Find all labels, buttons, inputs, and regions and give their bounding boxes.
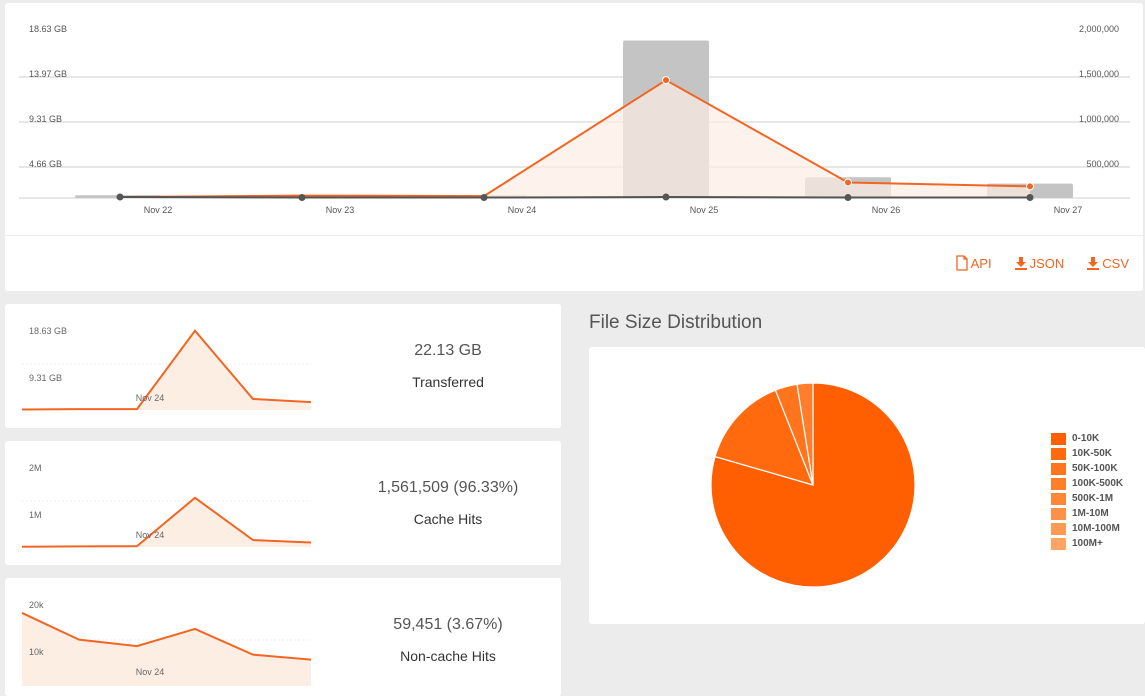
- download-icon: [1014, 257, 1027, 270]
- sparkline-y-tick: 9.31 GB: [29, 373, 62, 383]
- legend-swatch: [1051, 432, 1066, 445]
- sparkline-x-tick: Nov 24: [136, 530, 165, 540]
- legend-swatch: [1051, 462, 1066, 475]
- transferred-stat: 22.13 GB Transferred: [335, 342, 561, 390]
- cache-hits-sparkline: 2M 1M Nov 24: [21, 463, 312, 548]
- x-tick-label: Nov 23: [326, 205, 355, 215]
- cache-hits-value: 1,561,509 (96.33%): [377, 479, 519, 496]
- transferred-card: 18.63 GB 9.31 GB Nov 24 22.13 GB Transferr…: [5, 304, 561, 428]
- hits-point: [116, 193, 124, 201]
- download-icon: [1087, 257, 1100, 270]
- hits-point: [844, 194, 852, 202]
- sparkline-y-tick: 20k: [29, 600, 44, 610]
- legend-swatch: [1051, 522, 1066, 535]
- hits-point: [662, 193, 670, 201]
- hits-point: [480, 194, 488, 202]
- x-tick-label: Nov 26: [872, 205, 901, 215]
- legend-label: 50K-100K: [1072, 463, 1118, 474]
- legend-item: 100M+: [1051, 536, 1123, 551]
- sparkline-area: [22, 612, 311, 686]
- transferred-label: Transferred: [412, 374, 484, 390]
- transferred-value: 22.13 GB: [414, 342, 482, 359]
- y-left-tick-label: 18.63 GB: [29, 24, 67, 34]
- legend-swatch: [1051, 507, 1066, 520]
- json-download-link[interactable]: JSON: [1014, 255, 1065, 271]
- y-right-tick-label: 1,500,000: [1079, 69, 1119, 79]
- traffic-chart: 18.63 GB 13.97 GB 9.31 GB 4.66 GB 2,000,000 1…: [19, 24, 1130, 215]
- pie-legend: 0-10K 10K-50K 50K-100K 100K-500K 500K-1M 1M-1…: [1051, 431, 1123, 551]
- transfer-line: [119, 78, 1031, 199]
- y-left-tick-label: 4.66 GB: [29, 159, 62, 169]
- hits-point: [298, 194, 306, 202]
- noncache-hits-label: Non-cache Hits: [400, 648, 496, 664]
- legend-label: 100K-500K: [1072, 478, 1124, 489]
- legend-item: 0-10K: [1051, 431, 1123, 446]
- transfer-point: [1026, 182, 1034, 191]
- cache-hits-label: Cache Hits: [413, 511, 483, 527]
- legend-item: 50K-100K: [1051, 461, 1123, 476]
- transferred-sparkline: 18.63 GB 9.31 GB Nov 24: [21, 326, 312, 411]
- api-link[interactable]: API: [955, 255, 992, 271]
- noncache-hits-stat: 59,451 (3.67%) Non-cache Hits: [335, 616, 561, 664]
- noncache-hits-card: 20k 10k Nov 24 59,451 (3.67%) Non-cache Hi…: [5, 578, 561, 696]
- file-size-pie-chart: [710, 382, 916, 588]
- noncache-hits-sparkline: 20k 10k Nov 24: [21, 600, 312, 686]
- sparkline-line: [21, 612, 312, 661]
- legend-label: 0-10K: [1072, 433, 1100, 444]
- legend-item: 100K-500K: [1051, 476, 1123, 491]
- legend-swatch: [1051, 447, 1066, 460]
- legend-item: 500K-1M: [1051, 491, 1123, 506]
- cache-hits-stat: 1,561,509 (96.33%) Cache Hits: [335, 479, 561, 527]
- legend-item: 10K-50K: [1051, 446, 1123, 461]
- y-left-tick-label: 9.31 GB: [29, 114, 62, 124]
- legend-item: 1M-10M: [1051, 506, 1123, 521]
- y-right-tick-label: 1,000,000: [1079, 114, 1119, 124]
- file-icon: [955, 255, 968, 271]
- y-right-tick-label: 2,000,000: [1079, 24, 1119, 34]
- pie-slice: [714, 389, 815, 486]
- legend-swatch: [1051, 492, 1066, 505]
- transfer-point: [844, 178, 852, 187]
- x-tick-label: Nov 22: [144, 205, 173, 215]
- pie-title: File Size Distribution: [589, 312, 763, 333]
- csv-link-label: CSV: [1102, 255, 1129, 271]
- sparkline-y-tick: 1M: [29, 510, 42, 520]
- sparkline-y-tick: 2M: [29, 463, 42, 473]
- cache-hits-card: 2M 1M Nov 24 1,561,509 (96.33%) Cache Hits: [5, 441, 561, 565]
- sparkline-line: [21, 496, 312, 548]
- traffic-chart-card: 18.63 GB 13.97 GB 9.31 GB 4.66 GB 2,000,000 1…: [5, 3, 1143, 291]
- pie-slice: [796, 382, 814, 486]
- json-link-label: JSON: [1029, 255, 1065, 271]
- sparkline-line: [21, 329, 312, 411]
- csv-download-link[interactable]: CSV: [1086, 255, 1129, 271]
- legend-label: 1M-10M: [1072, 508, 1109, 519]
- legend-label: 10M-100M: [1072, 523, 1120, 534]
- noncache-hits-value: 59,451 (3.67%): [393, 616, 503, 633]
- legend-swatch: [1051, 477, 1066, 490]
- file-size-distribution-card: 0-10K 10K-50K 50K-100K 100K-500K 500K-1M 1M-1…: [589, 347, 1145, 624]
- export-links: API JSON CSV: [955, 255, 1129, 271]
- legend-swatch: [1051, 537, 1066, 550]
- x-tick-label: Nov 27: [1054, 205, 1083, 215]
- x-tick-label: Nov 25: [690, 205, 719, 215]
- x-tick-label: Nov 24: [508, 205, 537, 215]
- card-divider: [5, 235, 1143, 236]
- sparkline-y-tick: 10k: [29, 647, 44, 657]
- api-link-label: API: [970, 255, 992, 271]
- hits-point: [1026, 194, 1034, 202]
- sparkline-y-tick: 18.63 GB: [29, 326, 67, 336]
- sparkline-x-tick: Nov 24: [136, 667, 165, 677]
- y-left-tick-label: 13.97 GB: [29, 69, 67, 79]
- legend-label: 10K-50K: [1072, 448, 1113, 459]
- legend-label: 500K-1M: [1072, 493, 1114, 504]
- transfer-point: [662, 76, 670, 85]
- legend-item: 10M-100M: [1051, 521, 1123, 536]
- y-right-tick-label: 500,000: [1086, 159, 1119, 169]
- legend-label: 100M+: [1072, 538, 1103, 549]
- sparkline-x-tick: Nov 24: [136, 393, 165, 403]
